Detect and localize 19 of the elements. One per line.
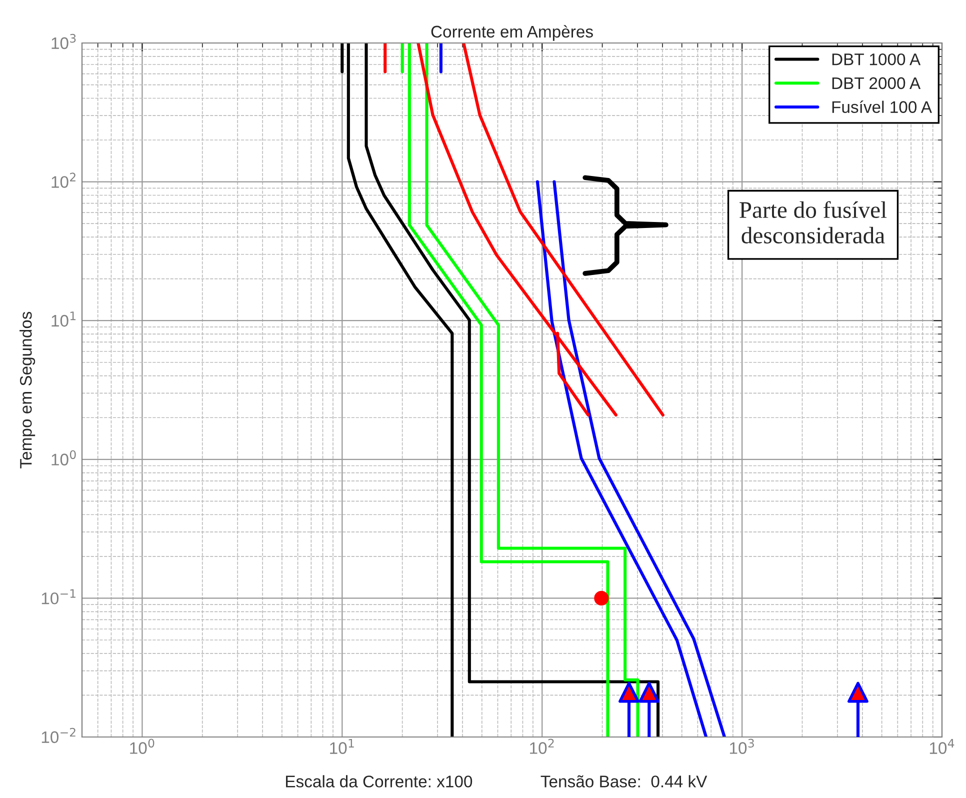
- x-tick-label: 10$^{3}$: [730, 738, 754, 754]
- x-tick-label: 10$^{0}$: [130, 738, 154, 754]
- x-tick-label: 10$^{1}$: [330, 738, 354, 754]
- x-axis-title: Escala da Corrente: x100: [286, 775, 472, 788]
- legend-label: DBT 2000 A: [832, 77, 921, 90]
- y-tick-label: 10$^{−2}$: [42, 728, 76, 744]
- chart-title: Corrente em Ampères: [431, 25, 593, 41]
- y-tick-label: 10$^{0}$: [52, 450, 76, 466]
- y-tick-label: 10$^{3}$: [52, 34, 76, 50]
- annotation: Parte do fusível desconsiderada: [740, 201, 887, 244]
- y-tick-label: 10$^{2}$: [52, 172, 76, 188]
- x-tick-label: 10$^{4}$: [930, 738, 954, 754]
- y-tick-label: 10$^{1}$: [52, 312, 76, 327]
- y-axis-title: Tempo em Segundos: [20, 312, 36, 468]
- legend-label: Fusível 100 A: [832, 100, 932, 113]
- y-tick-label: 10$^{−1}$: [42, 589, 76, 604]
- text: Tensão Base: 0.44 kV: [540, 775, 708, 788]
- legend-label: DBT 1000 A: [832, 53, 921, 66]
- x-tick-label: 10$^{2}$: [530, 738, 554, 754]
